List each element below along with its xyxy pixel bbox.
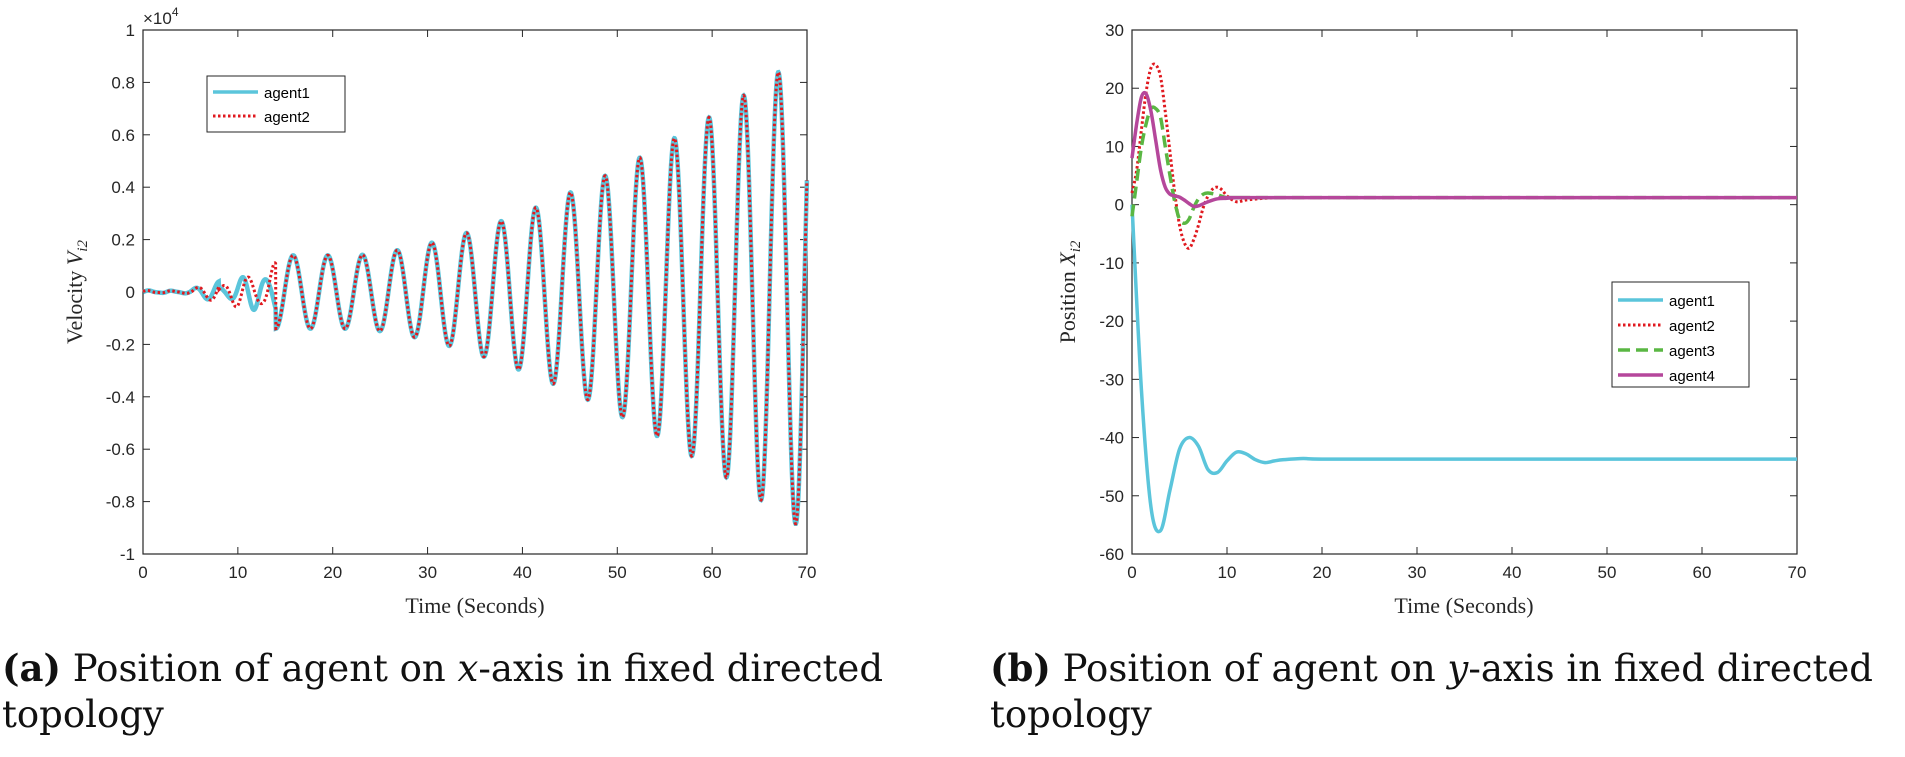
- chart-b-legend-label-agent2: agent2: [1669, 318, 1715, 335]
- chart-b-x-tick-label: 0: [1127, 563, 1136, 582]
- chart-b-y-tick-label: -30: [1099, 370, 1124, 389]
- chart-a-ticks: 0 10 20 30 40 50 60 70 -1 -0.8 -0.6 -0.4 -0.2 0 0.2 0.4…: [106, 21, 817, 582]
- chart-a-y-label: Velocity Vi2: [62, 240, 91, 344]
- chart-a-x-label: Time (Seconds): [405, 593, 544, 618]
- chart-a-legend: agent1 agent2: [206, 75, 346, 133]
- chart-b-series-agent1: [1130, 204, 1797, 534]
- chart-b-y-tick-label: 30: [1105, 21, 1124, 40]
- chart-b-y-tick-label: -10: [1099, 254, 1124, 273]
- chart-a-y-tick-label: 1: [126, 21, 135, 40]
- chart-b-y-tick-label: 10: [1105, 137, 1124, 156]
- chart-a-y-tick-label: 0.8: [111, 73, 135, 92]
- chart-a-exponent-label: ×104: [143, 5, 179, 28]
- chart-b-y-label-var: X: [1055, 251, 1080, 267]
- chart-b-x-label: Time (Seconds): [1394, 593, 1533, 618]
- chart-a-legend-label-agent2: agent2: [264, 109, 310, 126]
- chart-b: 0 10 20 30 40 50 60 70 -60 -50 -40 -30 -20 -10 0 10 20 30…: [1055, 21, 1806, 618]
- chart-b-series-agent4: [1130, 90, 1797, 209]
- caption-a-line1: (a) Position of agent on x-axis in fixed…: [2, 645, 932, 692]
- chart-a-y-tick-label: 0.6: [111, 126, 135, 145]
- chart-a-x-tick-label: 30: [418, 563, 437, 582]
- chart-a-y-tick-label: -0.6: [106, 440, 135, 459]
- chart-b-x-tick-label: 10: [1218, 563, 1237, 582]
- chart-b-y-label-sub: i2: [1068, 240, 1084, 252]
- chart-b-legend-label-agent1: agent1: [1669, 293, 1715, 310]
- chart-a-x-tick-label: 50: [608, 563, 627, 582]
- chart-b-x-tick-label: 20: [1313, 563, 1332, 582]
- caption-b: (b) Position of agent on y-axis in fixed…: [990, 645, 1905, 738]
- chart-a-y-tick-label: -0.2: [106, 335, 135, 354]
- chart-b-x-tick-label: 40: [1503, 563, 1522, 582]
- chart-b-x-tick-label: 50: [1598, 563, 1617, 582]
- chart-a-x-tick-label: 0: [138, 563, 147, 582]
- chart-a-y-tick-label: -1: [120, 545, 135, 564]
- chart-a-exponent-power: 4: [172, 5, 179, 19]
- chart-b-x-tick-label: 60: [1693, 563, 1712, 582]
- chart-a-x-tick-label: 20: [323, 563, 342, 582]
- chart-b-y-label: Position Xi2: [1055, 240, 1084, 343]
- chart-b-y-tick-label: -40: [1099, 429, 1124, 448]
- chart-b-y-tick-label: 20: [1105, 79, 1124, 98]
- caption-b-text-after: -axis in fixed directed: [1468, 647, 1873, 690]
- chart-a-x-tick-label: 70: [798, 563, 817, 582]
- chart-a-exponent-base: ×10: [143, 9, 172, 28]
- caption-a-line2: topology: [2, 693, 164, 736]
- chart-a-legend-box: [206, 75, 346, 133]
- chart-b-x-tick-label: 70: [1788, 563, 1807, 582]
- chart-b-y-tick-label: -20: [1099, 312, 1124, 331]
- caption-a-label: (a): [2, 646, 61, 690]
- chart-a-x-tick-label: 10: [228, 563, 247, 582]
- chart-b-ticks: 0 10 20 30 40 50 60 70 -60 -50 -40 -30 -20 -10 0 10 20 30: [1099, 21, 1806, 582]
- chart-b-legend: agent1 agent2 agent3 agent4: [1611, 281, 1750, 388]
- chart-a-y-tick-label: -0.4: [106, 388, 135, 407]
- caption-b-line1: (b) Position of agent on y-axis in fixed…: [990, 645, 1905, 692]
- chart-b-legend-label-agent4: agent4: [1669, 368, 1715, 385]
- caption-a-text-before: Position of agent on: [72, 647, 446, 690]
- caption-a-axis-var: x: [457, 647, 479, 690]
- chart-a-y-tick-label: 0.4: [111, 178, 135, 197]
- chart-b-x-tick-label: 30: [1408, 563, 1427, 582]
- chart-a-y-tick-label: -0.8: [106, 493, 135, 512]
- caption-a: (a) Position of agent on x-axis in fixed…: [2, 645, 932, 738]
- chart-a-y-tick-label: 0.2: [111, 231, 135, 250]
- chart-a-legend-label-agent1: agent1: [264, 85, 310, 102]
- chart-a-series-agent2: [142, 70, 809, 526]
- chart-a-x-tick-label: 60: [703, 563, 722, 582]
- caption-b-axis-var: y: [1447, 647, 1469, 690]
- chart-a: 0 10 20 30 40 50 60 70 -1 -0.8 -0.6 -0.4 -0.2 0 0.2 0.4…: [62, 5, 816, 618]
- chart-b-y-tick-label: 0: [1115, 196, 1124, 215]
- chart-a-x-tick-label: 40: [513, 563, 532, 582]
- chart-b-y-tick-label: -50: [1099, 487, 1124, 506]
- chart-b-y-tick-label: -60: [1099, 545, 1124, 564]
- caption-a-text-after: -axis in fixed directed: [478, 647, 884, 690]
- caption-b-text-before: Position of agent on: [1062, 647, 1436, 690]
- chart-b-y-label-text: Position: [1055, 271, 1080, 343]
- caption-b-line2: topology: [990, 693, 1152, 736]
- chart-a-y-tick-label: 0: [126, 283, 135, 302]
- caption-b-label: (b): [990, 646, 1051, 690]
- chart-a-series: [142, 69, 810, 527]
- chart-a-y-label-var: V: [62, 249, 87, 265]
- chart-b-series: [1130, 62, 1797, 534]
- chart-a-y-label-text: Velocity: [62, 271, 87, 344]
- chart-b-legend-label-agent3: agent3: [1669, 343, 1715, 360]
- chart-a-y-label-sub: i2: [75, 240, 91, 252]
